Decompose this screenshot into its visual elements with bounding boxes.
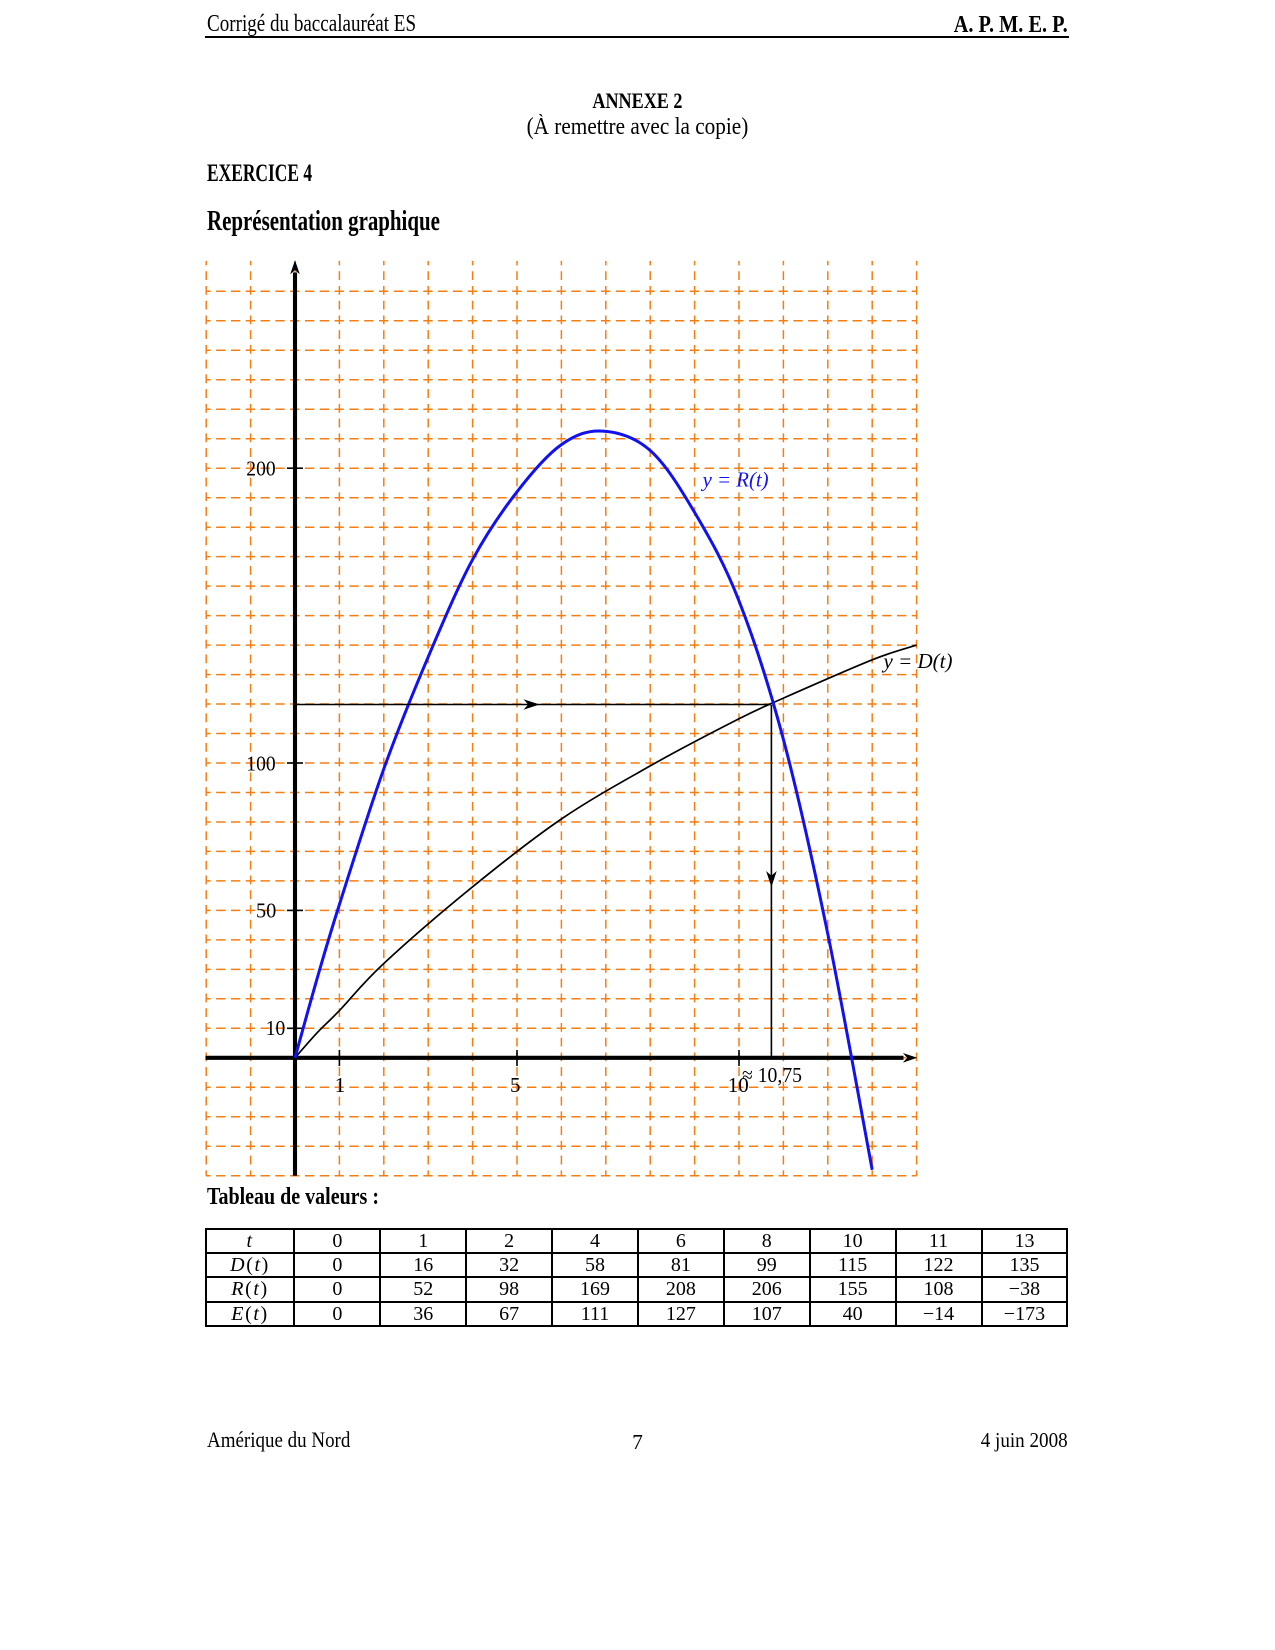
svg-text:y = R(t): y = R(t)	[701, 468, 769, 492]
svg-text:5: 5	[510, 1073, 521, 1097]
svg-text:50: 50	[256, 899, 276, 923]
svg-text:200: 200	[246, 457, 275, 481]
svg-text:1: 1	[335, 1073, 346, 1097]
svg-text:y = D(t): y = D(t)	[881, 649, 952, 673]
svg-text:100: 100	[246, 751, 275, 775]
svg-text:≈ 10,75: ≈ 10,75	[742, 1063, 802, 1087]
svg-text:10: 10	[728, 1073, 749, 1097]
svg-text:10: 10	[266, 1016, 286, 1040]
